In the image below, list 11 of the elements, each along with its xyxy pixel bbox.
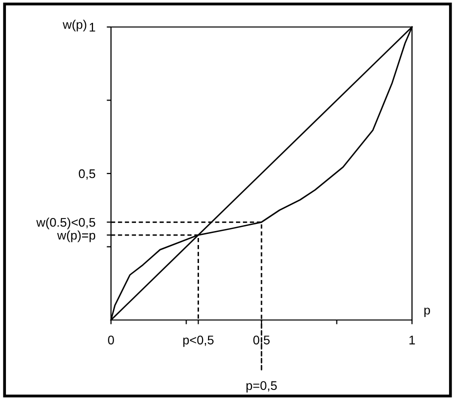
x-tick-label: 1 bbox=[409, 336, 415, 344]
y-tick-label: 0,5 bbox=[78, 169, 96, 180]
annotation: p=0,5 bbox=[246, 381, 277, 392]
x-tick-label: p<0,5 bbox=[183, 336, 214, 347]
y-axis-title: w(p) bbox=[62, 20, 86, 32]
y-tick-label: w(p)=p bbox=[57, 230, 96, 242]
y-tick-label: 1 bbox=[90, 22, 96, 32]
x-axis-title: p bbox=[424, 308, 430, 317]
y-tick-label: w(0.5)<0,5 bbox=[36, 218, 96, 230]
x-tick-label: 0 bbox=[108, 336, 114, 344]
x-tick-label: 0,5 bbox=[253, 336, 270, 346]
